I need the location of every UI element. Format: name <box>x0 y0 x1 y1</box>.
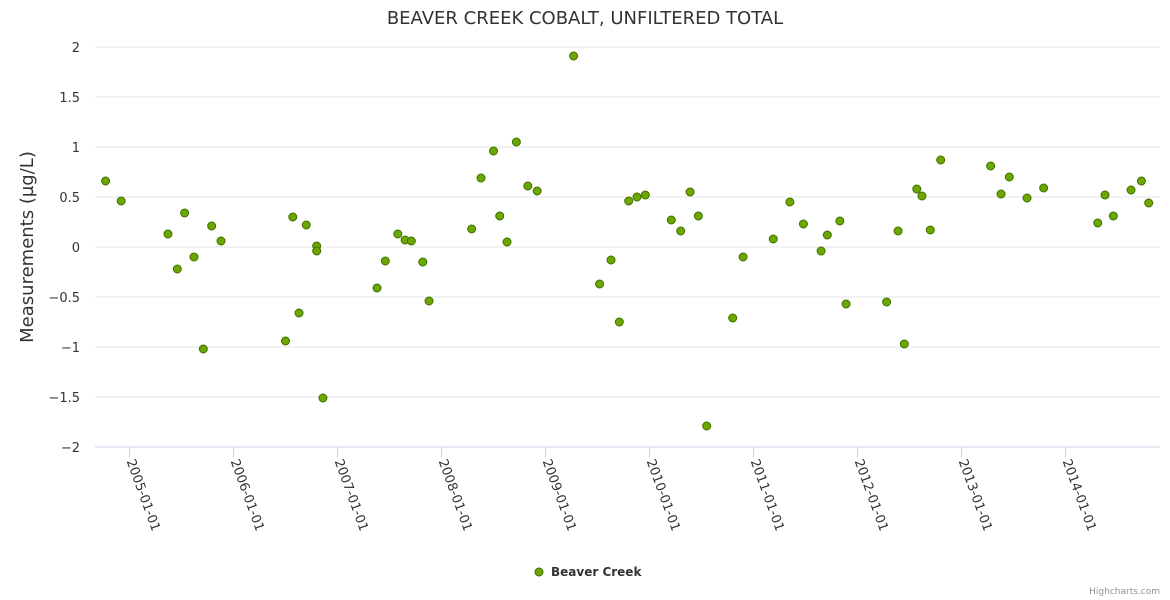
data-point[interactable] <box>502 237 512 247</box>
x-tick-label: 2011-01-01 <box>747 457 787 533</box>
data-point[interactable] <box>676 226 686 236</box>
legend-label: Beaver Creek <box>551 565 642 579</box>
data-point[interactable] <box>693 211 703 221</box>
x-tick-label: 2014-01-01 <box>1059 457 1099 533</box>
data-point[interactable] <box>294 308 304 318</box>
data-point[interactable] <box>172 264 182 274</box>
data-point[interactable] <box>495 211 505 221</box>
y-tick-label: −2 <box>61 441 80 456</box>
data-point[interactable] <box>532 186 542 196</box>
data-point[interactable] <box>372 283 382 293</box>
data-point[interactable] <box>893 226 903 236</box>
credits-link[interactable]: Highcharts.com <box>1089 587 1160 597</box>
data-point[interactable] <box>216 236 226 246</box>
y-tick-label: −0.5 <box>48 291 80 306</box>
x-tick-label: 2013-01-01 <box>955 457 995 533</box>
data-point[interactable] <box>312 246 322 256</box>
data-point[interactable] <box>728 313 738 323</box>
x-tick-label: 2009-01-01 <box>539 457 579 533</box>
x-tick-label: 2005-01-01 <box>123 457 163 533</box>
data-point[interactable] <box>996 189 1006 199</box>
data-point[interactable] <box>917 191 927 201</box>
data-point[interactable] <box>835 216 845 226</box>
data-point[interactable] <box>489 146 498 156</box>
data-point[interactable] <box>936 155 946 165</box>
data-point[interactable] <box>1126 185 1136 195</box>
data-point[interactable] <box>614 317 624 327</box>
data-point[interactable] <box>198 344 208 354</box>
data-point[interactable] <box>632 192 642 202</box>
y-axis-ticks: 2 1.5 1 0.5 0 −0.5 −1 −1.5 −2 <box>48 41 80 456</box>
chart-title: BEAVER CREEK COBALT, UNFILTERED TOTAL <box>387 8 783 29</box>
data-point[interactable] <box>702 421 712 431</box>
data-point[interactable] <box>822 230 832 240</box>
grid-lines <box>95 46 1160 448</box>
data-point[interactable] <box>912 184 922 194</box>
legend-marker <box>534 567 544 577</box>
data-point[interactable] <box>986 161 996 171</box>
data-point[interactable] <box>1039 183 1049 193</box>
data-point[interactable] <box>467 224 477 234</box>
y-axis-label: Measurements (µg/L) <box>17 151 38 343</box>
data-point[interactable] <box>666 215 676 225</box>
x-tick-label: 2012-01-01 <box>851 457 891 533</box>
data-point[interactable] <box>882 297 892 307</box>
data-point[interactable] <box>569 51 579 61</box>
series-beaver-creek[interactable] <box>101 51 1154 431</box>
data-point[interactable] <box>816 246 826 256</box>
data-point[interactable] <box>380 256 390 266</box>
data-point[interactable] <box>798 219 808 229</box>
y-tick-label: 2 <box>72 41 80 56</box>
data-point[interactable] <box>606 255 616 265</box>
data-point[interactable] <box>685 187 695 197</box>
x-tick-label: 2008-01-01 <box>435 457 475 533</box>
data-point[interactable] <box>1144 198 1154 208</box>
data-point[interactable] <box>1093 218 1103 228</box>
data-point[interactable] <box>318 393 328 403</box>
data-point[interactable] <box>841 299 851 309</box>
data-point[interactable] <box>189 252 199 262</box>
data-point[interactable] <box>640 190 650 200</box>
x-tick-label: 2010-01-01 <box>643 457 683 533</box>
legend-item-beaver-creek[interactable]: Beaver Creek <box>534 565 642 579</box>
data-point[interactable] <box>738 252 748 262</box>
x-tick-label: 2007-01-01 <box>331 457 371 533</box>
data-point[interactable] <box>301 220 311 230</box>
x-axis-ticks: 2005-01-01 2006-01-01 2007-01-01 2008-01-01… <box>123 447 1099 533</box>
data-point[interactable] <box>1108 211 1118 221</box>
y-tick-label: −1.5 <box>48 391 80 406</box>
data-point[interactable] <box>101 176 111 186</box>
y-tick-label: 0.5 <box>59 191 80 206</box>
data-point[interactable] <box>1100 190 1110 200</box>
data-point[interactable] <box>925 225 935 235</box>
data-point[interactable] <box>523 181 533 191</box>
data-point[interactable] <box>288 212 298 222</box>
data-point[interactable] <box>281 336 290 346</box>
data-point[interactable] <box>207 221 217 231</box>
data-point[interactable] <box>476 173 486 183</box>
y-tick-label: 1.5 <box>59 91 80 106</box>
data-point[interactable] <box>406 236 416 246</box>
data-point[interactable] <box>785 197 795 207</box>
data-point[interactable] <box>1004 172 1014 182</box>
data-point[interactable] <box>1022 193 1032 203</box>
data-point[interactable] <box>595 279 605 289</box>
data-point[interactable] <box>511 137 521 147</box>
data-point[interactable] <box>393 229 403 239</box>
x-tick-label: 2006-01-01 <box>227 457 267 533</box>
data-point[interactable] <box>163 229 173 239</box>
data-point[interactable] <box>624 196 634 206</box>
y-tick-label: 1 <box>72 141 80 156</box>
data-point[interactable] <box>424 296 434 306</box>
data-point[interactable] <box>116 196 126 206</box>
data-point[interactable] <box>768 234 778 244</box>
data-point[interactable] <box>180 208 190 218</box>
y-tick-label: −1 <box>61 341 80 356</box>
data-point[interactable] <box>899 339 909 349</box>
data-point[interactable] <box>418 257 428 267</box>
data-point[interactable] <box>1136 176 1146 186</box>
y-tick-label: 0 <box>72 241 80 256</box>
